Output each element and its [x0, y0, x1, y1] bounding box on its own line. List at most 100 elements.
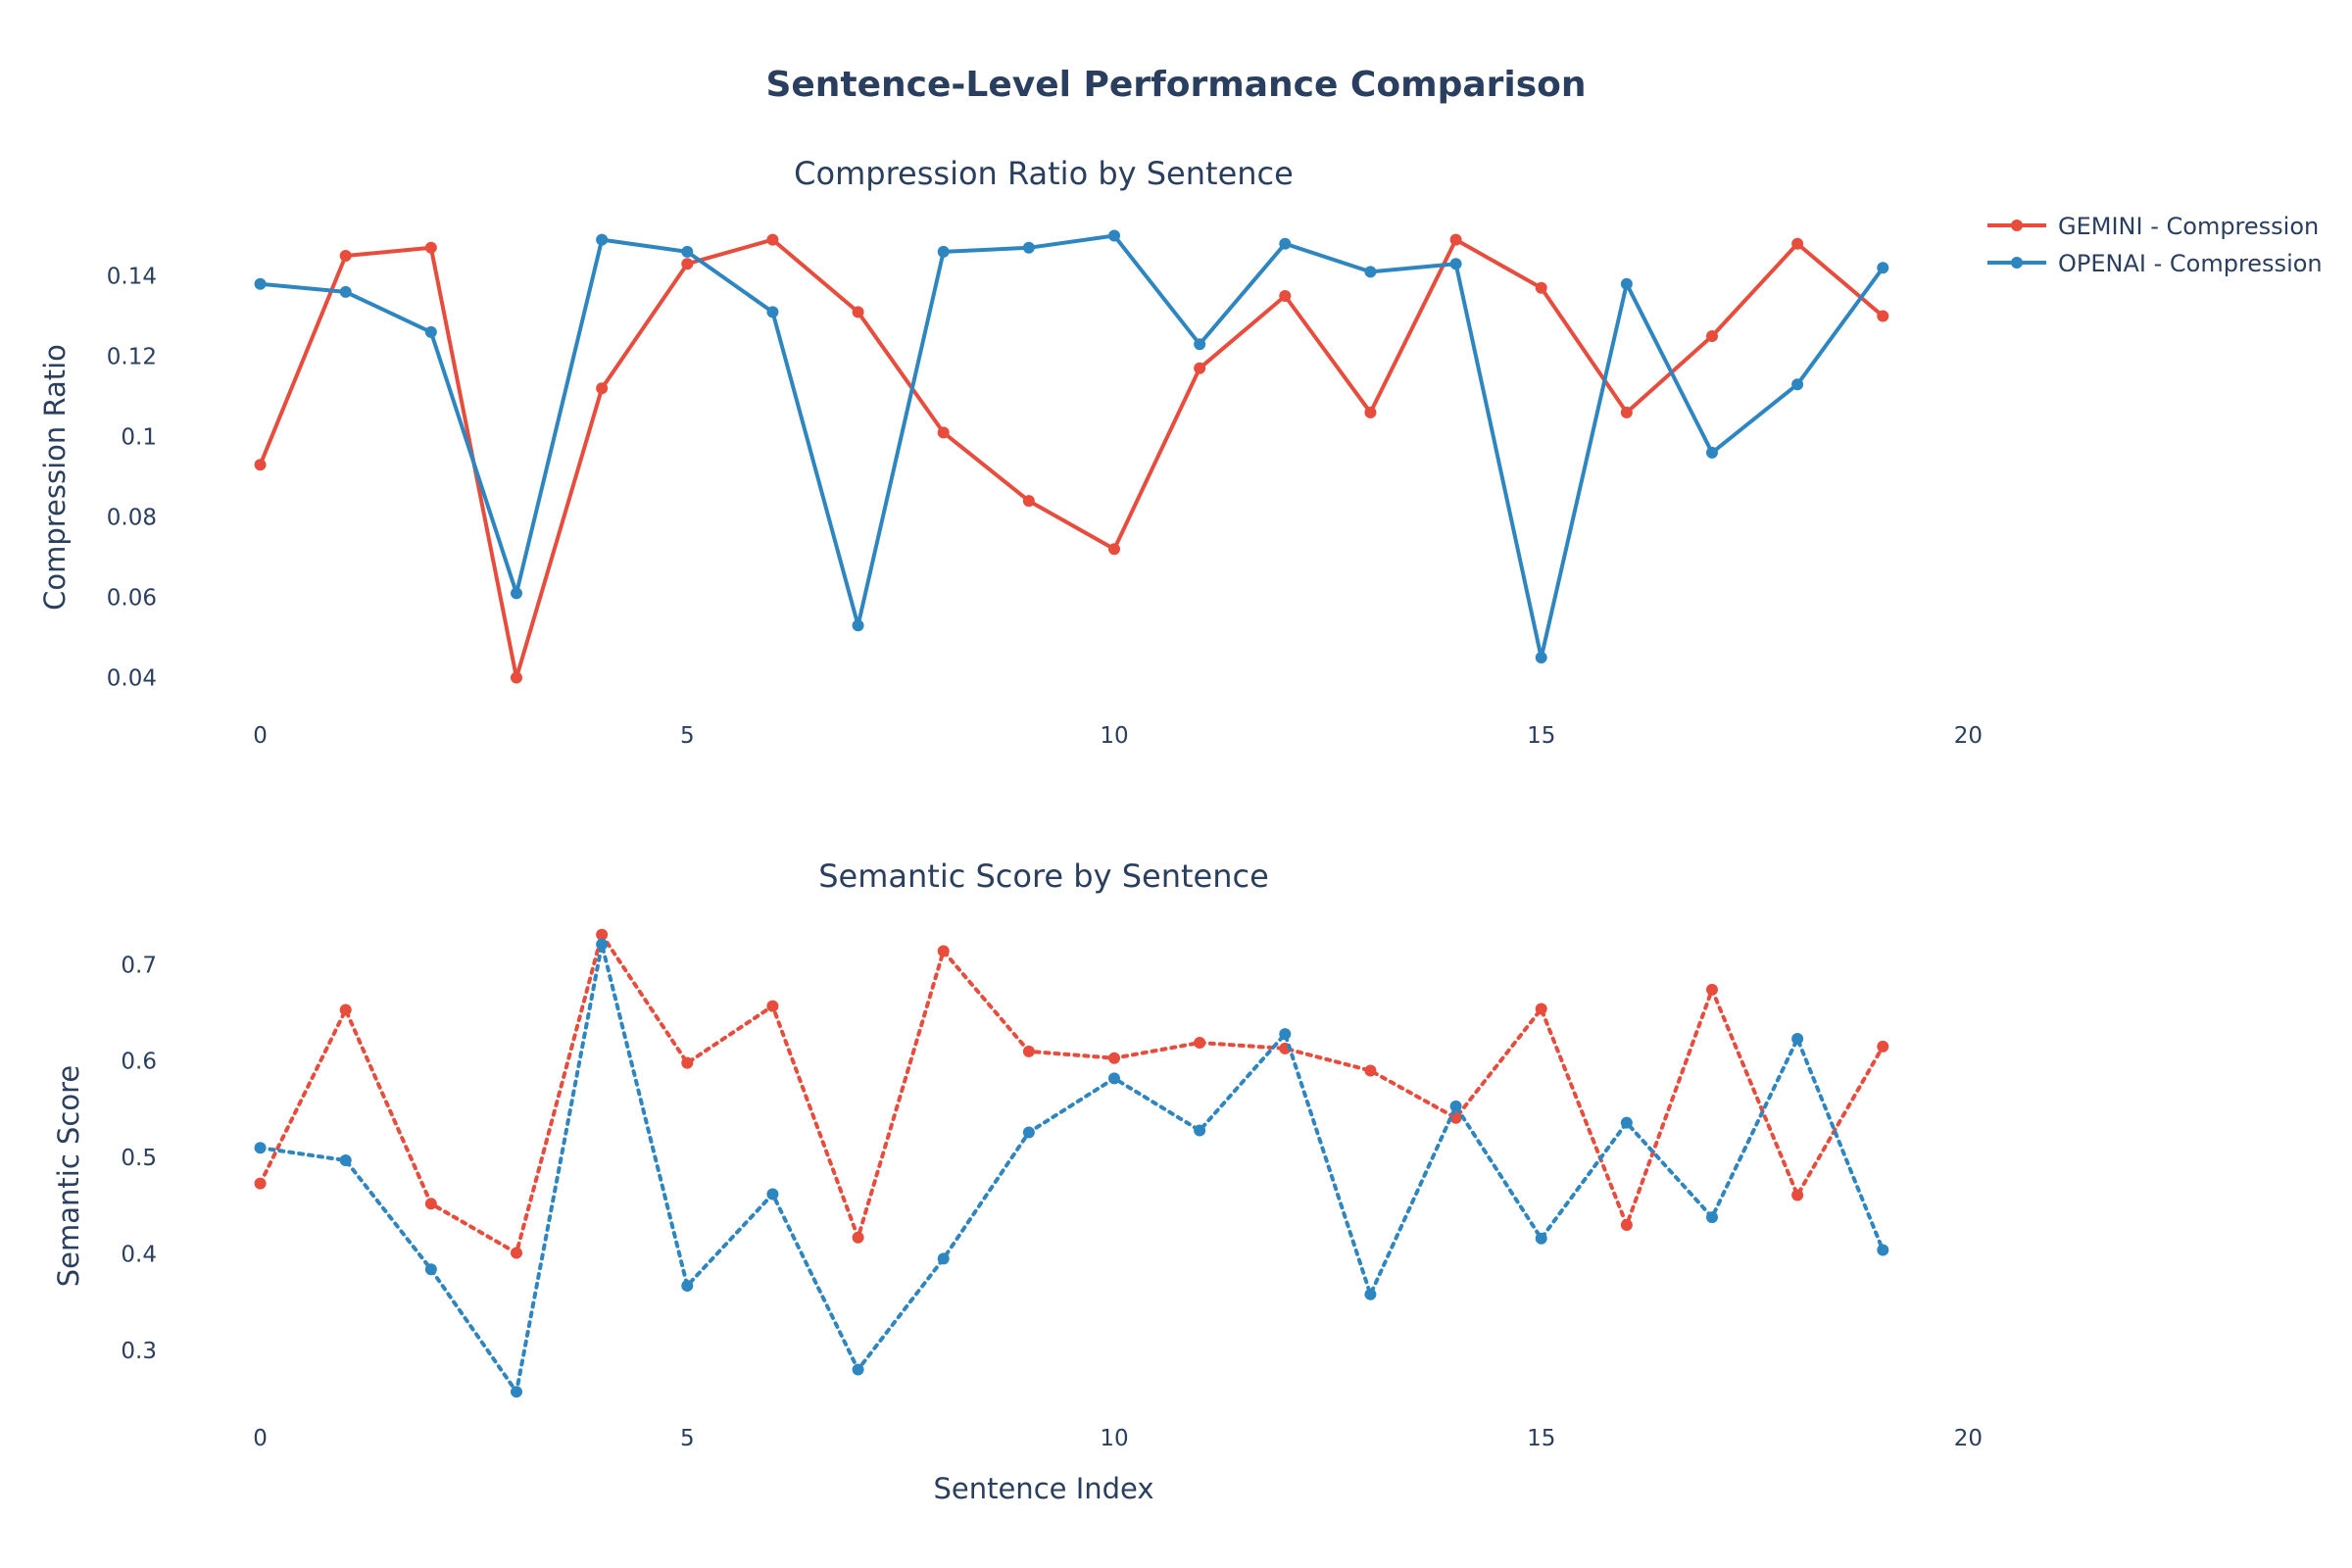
compression-openai-point — [596, 233, 609, 246]
legend[interactable]: GEMINI - Compression OPENAI - Compressio… — [1987, 213, 2323, 277]
semantic-openai-point — [1706, 1211, 1718, 1224]
compression-openai-point — [424, 325, 437, 338]
compression-openai-line — [260, 233, 1885, 660]
semantic-x-tick-label: 15 — [1527, 1426, 1555, 1451]
semantic-openai-point — [1022, 1126, 1035, 1139]
compression-x-tick-label: 0 — [253, 723, 268, 749]
compression-gemini-point — [1108, 543, 1120, 556]
compression-panel-title: Compression Ratio by Sentence — [794, 155, 1294, 192]
semantic-openai-point — [852, 1363, 864, 1376]
semantic-gemini-point — [254, 1177, 267, 1190]
compression-gemini-point — [1791, 237, 1804, 250]
semantic-openai-point — [681, 1279, 694, 1292]
semantic-openai-point — [511, 1386, 522, 1398]
semantic-x-tick-label: 5 — [680, 1426, 695, 1451]
semantic-gemini-point — [681, 1056, 694, 1069]
compression-gemini-point — [339, 250, 352, 262]
semantic-openai-point — [1620, 1116, 1633, 1129]
compression-openai-point — [1535, 652, 1547, 663]
compression-openai-point — [852, 619, 864, 632]
compression-openai-point — [1364, 266, 1377, 278]
semantic-gemini-point — [1706, 983, 1718, 996]
compression-gemini-point — [1620, 406, 1633, 418]
semantic-gemini-point — [1022, 1045, 1035, 1057]
compression-openai-point — [766, 306, 779, 318]
semantic-panel-title: Semantic Score by Sentence — [818, 858, 1269, 895]
compression-openai-point — [1877, 262, 1889, 274]
compression-gemini-line — [258, 237, 1885, 680]
compression-x-tick-label: 20 — [1954, 723, 1983, 749]
semantic-y-tick-label: 0.5 — [121, 1146, 157, 1171]
compression-y-tick-label: 0.04 — [107, 666, 157, 692]
compression-series-layer — [254, 229, 1889, 684]
compression-x-tick-label: 5 — [680, 723, 695, 749]
compression-gemini-point — [1022, 495, 1035, 508]
compression-openai-point — [1108, 229, 1120, 242]
compression-openai-point — [1194, 338, 1206, 351]
semantic-x-tick-label: 20 — [1954, 1426, 1983, 1451]
semantic-y-ticks: 0.3 0.4 0.5 0.6 0.7 — [121, 953, 157, 1364]
semantic-gemini-point — [937, 945, 950, 957]
compression-gemini-point — [511, 671, 522, 684]
semantic-series-layer — [254, 928, 1889, 1398]
semantic-openai-point — [1194, 1124, 1206, 1137]
legend-item-gemini[interactable]: GEMINI - Compression — [1987, 213, 2319, 240]
semantic-gemini-point — [1791, 1189, 1804, 1201]
compression-y-tick-label: 0.12 — [107, 345, 157, 370]
compression-y-tick-label: 0.08 — [107, 506, 157, 531]
semantic-openai-point — [254, 1142, 267, 1154]
semantic-gemini-point — [339, 1004, 352, 1016]
compression-gemini-point — [254, 459, 267, 471]
chart-title: Sentence-Level Performance Comparison — [765, 65, 1586, 105]
compression-openai-point — [937, 245, 950, 258]
semantic-x-tick-label: 10 — [1100, 1426, 1128, 1451]
semantic-y-tick-label: 0.4 — [121, 1242, 157, 1267]
legend-swatch-gemini-marker — [2011, 220, 2023, 231]
compression-openai-point — [1022, 241, 1035, 254]
semantic-y-tick-label: 0.3 — [121, 1339, 157, 1364]
compression-panel: Compression Ratio by Sentence Compressio… — [38, 155, 1983, 749]
semantic-openai-point — [1535, 1232, 1547, 1245]
compression-gemini-point — [1535, 281, 1547, 294]
compression-y-tick-label: 0.14 — [107, 265, 157, 290]
semantic-gemini-point — [1194, 1036, 1206, 1049]
semantic-openai-point — [1108, 1072, 1120, 1085]
semantic-gemini-point — [766, 1000, 779, 1012]
compression-gemini-point — [681, 258, 694, 270]
semantic-openai-point — [766, 1188, 779, 1200]
compression-openai-point — [681, 245, 694, 258]
semantic-openai-point — [1449, 1100, 1462, 1112]
semantic-gemini-point — [1108, 1052, 1120, 1064]
semantic-gemini-point — [1620, 1218, 1633, 1231]
semantic-openai-line — [258, 942, 1886, 1395]
compression-openai-point — [511, 587, 522, 600]
semantic-x-tick-label: 0 — [253, 1426, 268, 1451]
semantic-openai-point — [596, 938, 609, 951]
compression-gemini-point — [1279, 290, 1292, 302]
compression-y-ticks: 0.04 0.06 0.08 0.1 0.12 0.14 — [107, 265, 157, 692]
compression-gemini-point — [1194, 362, 1206, 374]
compression-gemini-point — [596, 382, 609, 395]
compression-y-tick-label: 0.1 — [121, 425, 157, 451]
semantic-x-ticks: 0 5 10 15 20 — [253, 1426, 1983, 1451]
semantic-x-axis-title: Sentence Index — [933, 1472, 1153, 1505]
compression-gemini-point — [1877, 310, 1889, 322]
semantic-openai-point — [1279, 1028, 1292, 1041]
semantic-openai-point — [1791, 1033, 1804, 1046]
compression-x-tick-label: 15 — [1527, 723, 1555, 749]
semantic-gemini-line — [258, 932, 1886, 1255]
semantic-openai-point — [937, 1252, 950, 1265]
semantic-y-tick-label: 0.6 — [121, 1050, 157, 1075]
compression-gemini-point — [852, 306, 864, 318]
legend-item-openai[interactable]: OPENAI - Compression — [1987, 250, 2323, 277]
semantic-panel: Semantic Score by Sentence Semantic Scor… — [52, 858, 1983, 1505]
compression-x-tick-label: 10 — [1100, 723, 1128, 749]
compression-gemini-point — [1449, 233, 1462, 246]
semantic-gemini-point — [424, 1198, 437, 1210]
compression-gemini-point — [766, 233, 779, 246]
semantic-gemini-point — [596, 928, 609, 941]
compression-gemini-point — [937, 426, 950, 439]
compression-y-axis-title: Compression Ratio — [38, 344, 72, 611]
compression-openai-point — [339, 285, 352, 298]
